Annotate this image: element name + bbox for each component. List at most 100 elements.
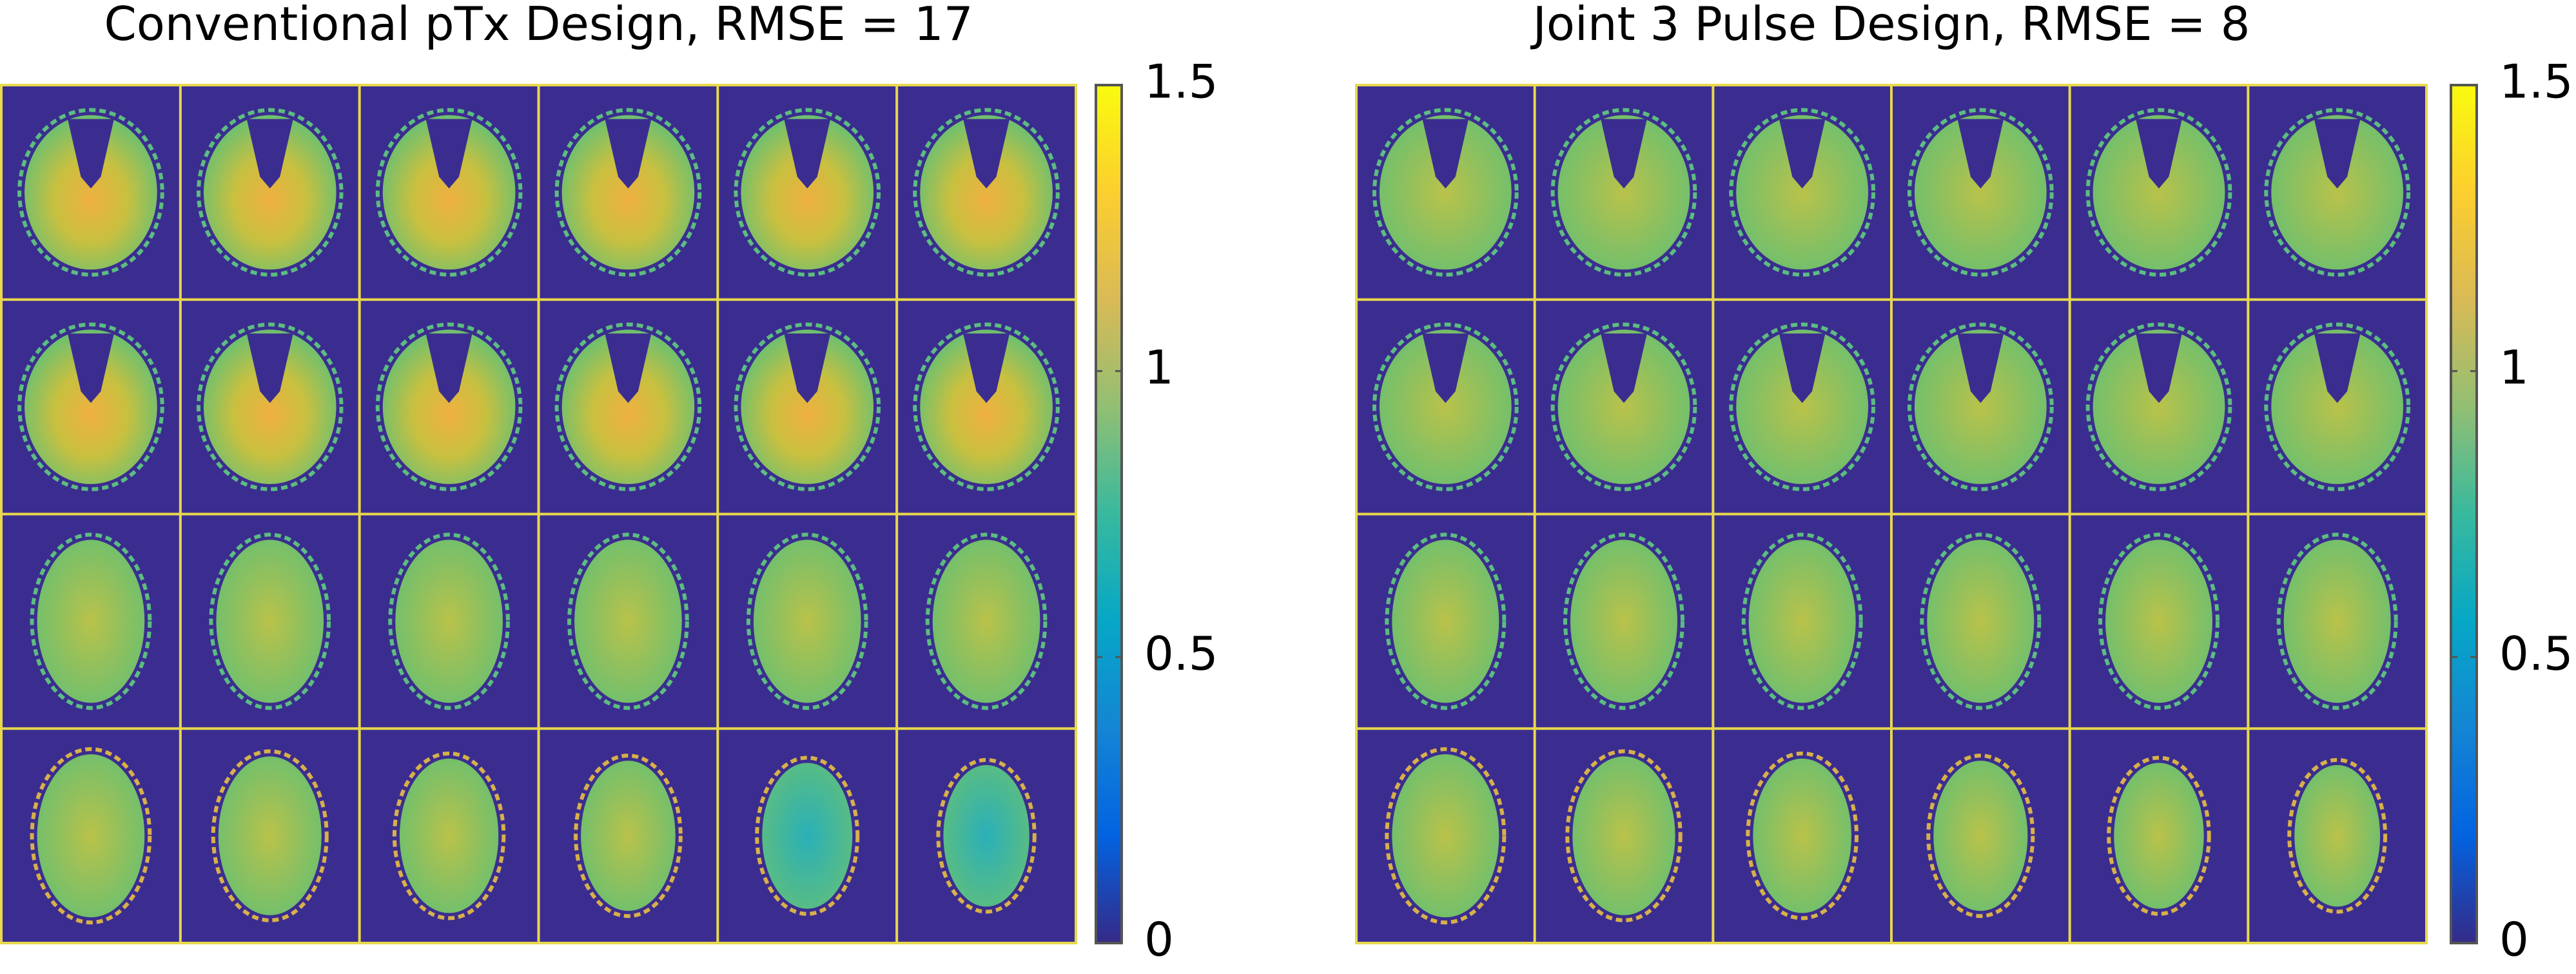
sinus-cavity [2314,119,2361,189]
head-slice [1736,329,1869,484]
head-outline [567,532,689,710]
head-slice [1914,329,2047,484]
sinus-cavity [246,333,293,404]
head-slice [1379,115,1512,270]
head-slice [2294,765,2381,907]
sinus-cavity [67,119,114,189]
sinus-cavity [605,119,652,189]
colorbar-tick-label: 1 [1144,340,1174,394]
head-outline [925,532,1048,710]
head-slice [37,754,145,918]
head-outline [746,532,868,710]
panel-title: Joint 3 Pulse Design, RMSE = 8 [1530,0,2250,51]
head-outline [1741,532,1863,710]
sinus-cavity [784,333,831,404]
head-outline [1907,322,2054,491]
sinus-cavity [2136,333,2182,404]
head-slice [1392,540,1499,703]
head-slice [382,115,516,270]
head-slice [741,115,874,270]
head-outline [1746,751,1859,920]
head-outline [388,532,510,710]
head-slice [1914,115,2047,270]
head-outline [30,532,152,710]
head-slice [920,329,1053,484]
head-slice [1392,754,1499,918]
colorbar [1095,84,1123,944]
head-outline [574,754,683,919]
head-slice [1570,540,1677,703]
head-slice [382,329,516,484]
head-outline [196,108,344,277]
head-outline [17,322,164,491]
head-outline [211,749,329,922]
sinus-cavity [425,119,473,189]
head-slice [1557,115,1690,270]
sinus-cavity [1779,333,1826,404]
head-outline [1920,532,2042,710]
head-outline [2098,532,2220,710]
head-outline [1550,108,1697,277]
head-slice [1572,756,1675,915]
head-outline [1729,108,1876,277]
head-outline [1385,532,1507,710]
head-outline [1729,322,1876,491]
head-slice [1736,115,1869,270]
head-outline [2085,108,2232,277]
head-outline [2276,532,2398,710]
colorbar-tick-label: 0.5 [2499,627,2573,681]
head-slice [1748,540,1856,703]
head-slice [1753,758,1852,913]
head-slice [741,329,874,484]
head-outline [734,108,881,277]
head-slice [216,540,324,703]
head-slice [2271,329,2404,484]
head-slice [2093,115,2225,270]
sinus-cavity [784,119,831,189]
head-slice [2114,763,2204,909]
head-slice [2271,115,2404,270]
head-outline [375,322,523,491]
head-outline [1385,747,1507,925]
head-slice [561,115,695,270]
colorbar-tick-label: 1 [2499,340,2529,394]
head-outline [936,757,1037,914]
head-slice [24,329,157,484]
head-outline [913,322,1060,491]
head-slice [1933,761,2028,911]
sinus-cavity [1422,333,1469,404]
sinus-cavity [1779,119,1826,189]
head-slice [2283,540,2391,703]
head-outline [755,755,860,916]
head-slice [203,329,337,484]
head-outline [1372,322,1519,491]
sinus-cavity [67,333,114,404]
head-slice [395,540,503,703]
head-slice [218,756,322,915]
head-slice [920,115,1053,270]
head-outline [913,108,1060,277]
sinus-cavity [963,119,1010,189]
head-outline [554,322,702,491]
head-slice [203,115,337,270]
head-slice [37,540,145,703]
sinus-cavity [246,119,293,189]
head-outline [392,751,506,920]
head-outline [375,108,523,277]
colorbar-tick-label: 1.5 [2499,55,2573,109]
colorbar-tick-label: 0 [1144,913,1174,967]
head-outline [1563,532,1684,710]
head-outline [30,747,152,925]
head-slice [399,758,499,913]
sinus-cavity [2136,119,2182,189]
head-outline [2085,322,2232,491]
sinus-cavity [963,333,1010,404]
head-outline [1926,754,2035,919]
colorbar-tick-label: 0 [2499,913,2529,967]
head-slice [2105,540,2212,703]
head-outline [1565,749,1683,922]
head-outline [2287,757,2388,914]
head-outline [2264,108,2411,277]
head-slice [932,540,1040,703]
head-slice [581,761,676,911]
